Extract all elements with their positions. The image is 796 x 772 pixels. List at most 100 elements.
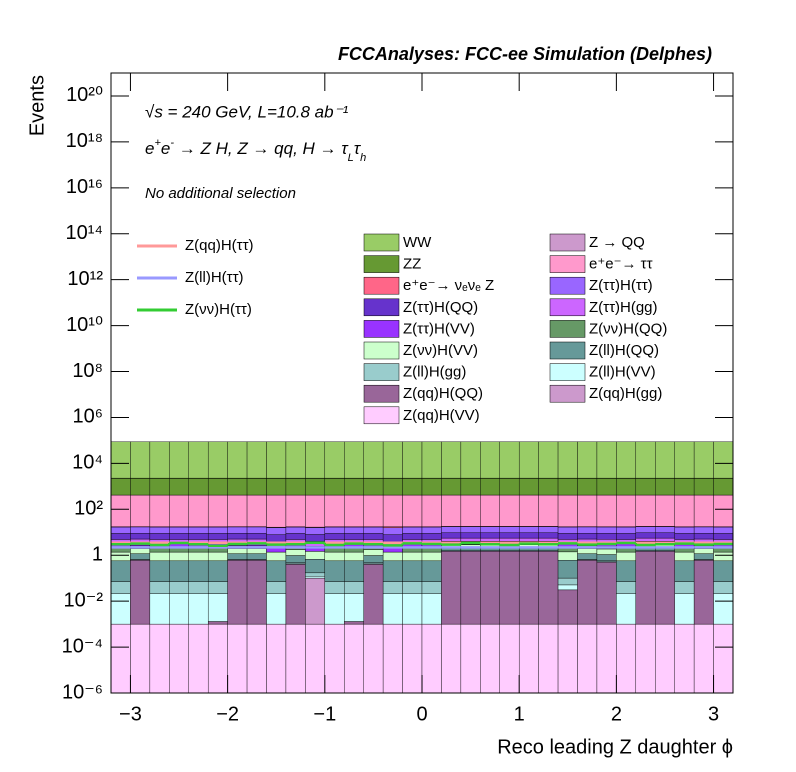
stack-segment (655, 532, 675, 539)
legend-swatch (549, 276, 586, 295)
legend-label: Z(ττ)H(QQ) (403, 299, 478, 316)
stack-segment (538, 537, 559, 542)
stack-segment (188, 494, 209, 527)
stack-segment (635, 494, 656, 527)
stack-segment (460, 532, 481, 539)
stack-segment (110, 533, 131, 540)
stack-segment (207, 593, 228, 622)
stack-segment (499, 526, 520, 533)
stack-segment (655, 494, 675, 527)
stack-segment (713, 478, 734, 496)
stack-segment (596, 561, 617, 625)
stack-segment (207, 581, 228, 594)
stack-segment (596, 623, 617, 694)
legend-swatch (363, 341, 400, 360)
legend-label: Z(ll)H(VV) (589, 364, 656, 381)
y-tick-label: 10¹⁶ (66, 176, 103, 198)
stack-segment (266, 478, 287, 496)
stack-segment (169, 581, 189, 594)
stack-segment (363, 623, 384, 694)
process-part: τ (354, 139, 362, 158)
stack-segment (324, 551, 345, 562)
stack-segment (344, 441, 364, 479)
stack-segment (693, 553, 714, 560)
stack-segment (382, 494, 403, 527)
stack-segment (441, 537, 462, 542)
stack-segment (674, 560, 695, 582)
stack-segment (480, 494, 500, 527)
stack-segment (480, 478, 500, 496)
stack-segment (344, 560, 364, 582)
stack-segment (363, 494, 384, 527)
stack-segment (402, 526, 423, 534)
stack-segment (616, 533, 637, 540)
stack-segment (363, 555, 384, 563)
stack-segment (382, 551, 403, 562)
stack-segment (421, 441, 442, 479)
stack-segment (693, 548, 714, 554)
stack-segment (518, 526, 539, 533)
stack-segment (655, 550, 675, 625)
stack-segment (149, 441, 170, 479)
stack-segment (207, 478, 228, 496)
legend-swatch (363, 363, 400, 381)
stack-segment (460, 441, 481, 479)
stack-segment (557, 623, 578, 694)
stack-segment (538, 623, 559, 694)
stack-segment (402, 441, 423, 479)
stack-segment (693, 441, 714, 479)
x-tick-label: 2 (611, 703, 622, 725)
stack-segment (441, 623, 462, 694)
legend-swatch (363, 233, 400, 252)
stack-segment (169, 441, 189, 479)
stack-segment (227, 553, 248, 560)
stack-segment (557, 441, 578, 479)
stack-segment (110, 526, 131, 534)
x-tick-label: −1 (313, 703, 336, 725)
y-tick-label: 10⁸ (72, 360, 103, 382)
stack-segment (110, 551, 131, 562)
stack-segment (655, 537, 675, 542)
y-tick-label: 10¹⁰ (66, 314, 103, 336)
stack-segment (693, 533, 714, 540)
stack-segment (402, 593, 423, 625)
process-part: → Z H, Z → qq, H → τ (174, 139, 349, 158)
stack-segment (577, 526, 598, 534)
stack-segment (149, 623, 170, 694)
stack-segment (518, 532, 539, 539)
stack-segment (149, 478, 170, 496)
stack-segment (713, 581, 734, 594)
stack-segment (421, 551, 442, 562)
stack-segment (285, 564, 306, 625)
stack-segment (616, 526, 637, 534)
stack-segment (538, 478, 559, 496)
process-annotation: e+e- → Z H, Z → qq, H → τLτh (145, 137, 366, 164)
y-tick-label: 10⁴ (72, 452, 103, 474)
stack-segment (480, 550, 500, 625)
stack-segment (285, 623, 306, 694)
stack-segment (655, 478, 675, 496)
stack-segment (441, 441, 462, 479)
legend-swatch (549, 320, 586, 338)
stack-segment (616, 593, 637, 625)
stack-segment (149, 581, 170, 594)
stack-segment (285, 494, 306, 527)
stack-segment (402, 623, 423, 694)
stack-segment (188, 581, 209, 594)
stack-segment (616, 551, 637, 562)
stack-segment (674, 581, 695, 594)
stack-segment (596, 554, 617, 562)
stack-segment (616, 494, 637, 527)
y-tick-label: 10¹⁸ (66, 130, 103, 152)
stack-segment (169, 478, 189, 496)
stack-segment (363, 478, 384, 496)
stack-segment (480, 526, 500, 533)
stack-segment (266, 593, 287, 625)
stack-segment (421, 478, 442, 496)
legend-label: e⁺e⁻→ νₑνₑ Z (403, 277, 494, 294)
selection-annotation: No additional selection (145, 185, 296, 202)
y-tick-label: 10² (74, 498, 103, 520)
stack-segment (130, 526, 151, 534)
stack-segment (305, 441, 326, 479)
stack-segment (655, 623, 675, 694)
